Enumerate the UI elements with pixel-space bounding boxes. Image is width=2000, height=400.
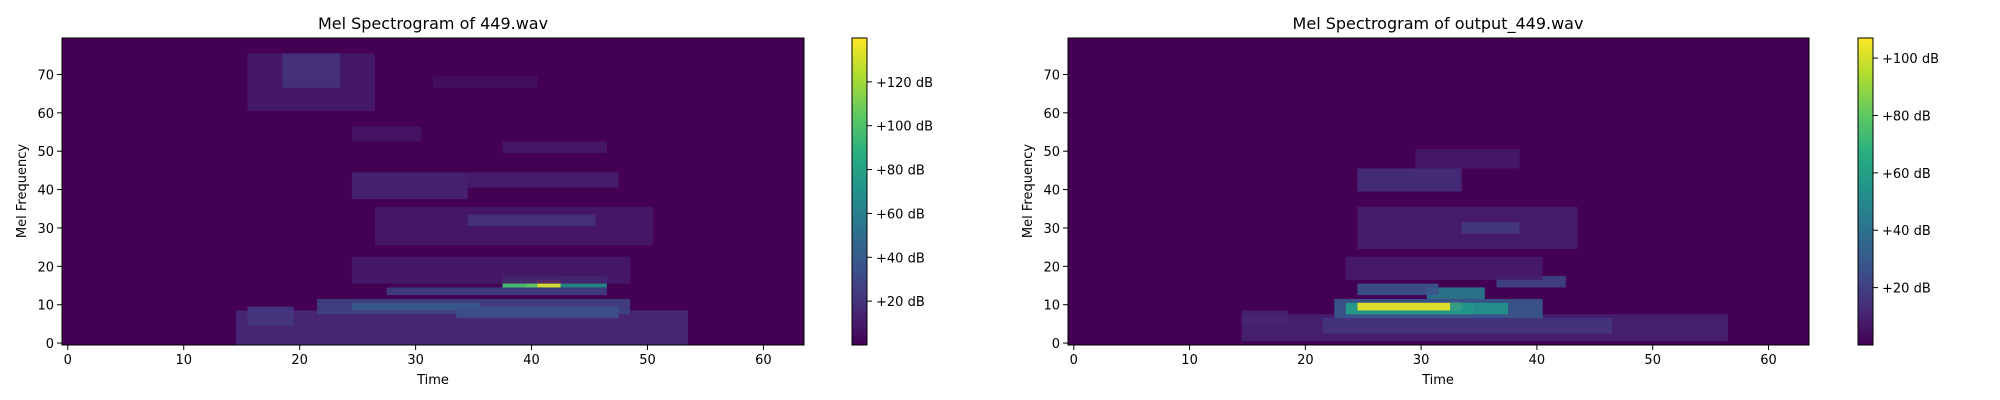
colorbar-tick-label: +100 dB [1882, 52, 1939, 67]
y-tick-label: 50 [37, 145, 54, 160]
chart-title-2: Mel Spectrogram of output_449.wav [1293, 14, 1584, 34]
heatmap-cell [1357, 168, 1462, 192]
x-axis-ticks-1: 0 10 20 30 40 50 60 [64, 345, 772, 368]
colorbar-tick-label: +20 dB [1882, 282, 1931, 297]
x-axis-ticks-2: 0 10 20 30 40 50 60 [1070, 345, 1777, 368]
heatmap-cell [1415, 149, 1520, 169]
heatmap-cell [247, 306, 294, 326]
spectrogram-panel-2: Mel Spectrogram of output_449.wav 0 10 20 3… [1021, 14, 1939, 388]
colorbar-tick-label: +120 dB [876, 76, 933, 91]
heatmap-cell [525, 279, 561, 288]
heatmap-cell [351, 302, 480, 311]
colorbar-tick-label: +40 dB [1882, 224, 1931, 239]
x-tick-label: 50 [639, 353, 656, 368]
plot-frame-1 [61, 37, 805, 346]
heatmap-cell [1241, 310, 1288, 326]
x-tick-label: 10 [1181, 353, 1198, 368]
y-tick-label: 30 [37, 222, 54, 237]
colorbar-1 [851, 37, 868, 346]
x-tick-label: 60 [1760, 353, 1777, 368]
y-tick-label: 20 [1043, 260, 1060, 275]
heatmap-cell [467, 172, 619, 188]
colorbar-tick-label: +100 dB [876, 120, 933, 135]
heatmap-cell [1461, 222, 1520, 234]
heatmap-cell [375, 206, 654, 246]
y-tick-label: 10 [37, 299, 54, 314]
colorbar-tick-label: +40 dB [876, 251, 925, 266]
x-tick-label: 10 [175, 353, 192, 368]
y-axis-label-2: Mel Frequency [1021, 144, 1036, 238]
y-tick-label: 10 [1043, 299, 1060, 314]
y-tick-label: 70 [37, 68, 54, 83]
heatmap-cell [1426, 287, 1485, 299]
heatmap-cell [351, 256, 631, 284]
x-tick-label: 30 [407, 353, 424, 368]
heatmap-cell [502, 279, 538, 288]
colorbar-tick-label: +80 dB [1882, 109, 1931, 124]
heatmap-cell [351, 172, 468, 200]
x-tick-label: 20 [1297, 353, 1314, 368]
x-axis-label-1: Time [416, 373, 449, 388]
y-tick-label: 40 [1043, 184, 1060, 199]
chart-title-1: Mel Spectrogram of 449.wav [318, 14, 548, 33]
y-axis-ticks-2: 0 10 20 30 40 50 60 70 [1043, 68, 1068, 352]
y-tick-label: 70 [1043, 68, 1060, 83]
heatmap-cell [1357, 302, 1462, 311]
heatmap-cell [502, 141, 607, 154]
spectrogram-panel-1: Mel Spectrogram of 449.wav 0 10 20 30 40 50 60… [15, 14, 933, 388]
heatmap-cell [433, 76, 538, 88]
heatmap-cell [467, 214, 596, 227]
y-tick-label: 20 [37, 260, 54, 275]
x-tick-label: 40 [523, 353, 540, 368]
y-tick-label: 30 [1043, 222, 1060, 237]
heatmap-cell [456, 306, 619, 319]
y-tick-label: 0 [1052, 337, 1060, 352]
plot-frame-2 [1067, 37, 1810, 346]
colorbar-ticks-1: +20 dB +40 dB +60 dB +80 dB +100 dB +120 dB [867, 76, 933, 310]
heatmap-cell [386, 287, 607, 296]
heatmap-cells-1 [62, 38, 804, 345]
heatmap-cell [282, 53, 341, 88]
heatmap-cells-2 [1068, 38, 1809, 345]
x-tick-label: 50 [1644, 353, 1661, 368]
colorbar-2 [1857, 37, 1874, 346]
heatmap-cell [1357, 283, 1439, 296]
heatmap-cell [1345, 256, 1543, 280]
y-tick-label: 60 [37, 107, 54, 122]
y-axis-ticks-1: 0 10 20 30 40 50 60 70 [37, 68, 62, 352]
colorbar-tick-label: +60 dB [876, 207, 925, 222]
colorbar-tick-label: +80 dB [876, 164, 925, 179]
colorbar-tick-label: +60 dB [1882, 167, 1931, 182]
colorbar-tick-label: +20 dB [876, 295, 925, 310]
x-axis-label-2: Time [1421, 373, 1454, 388]
y-tick-label: 0 [46, 337, 54, 352]
colorbar-ticks-2: +20 dB +40 dB +60 dB +80 dB +100 dB [1873, 52, 1939, 297]
y-tick-label: 40 [37, 184, 54, 199]
x-tick-label: 0 [1070, 353, 1078, 368]
x-tick-label: 60 [755, 353, 772, 368]
y-tick-label: 60 [1043, 107, 1060, 122]
heatmap-cell [351, 126, 422, 142]
y-axis-label-1: Mel Frequency [15, 144, 30, 238]
x-tick-label: 0 [64, 353, 72, 368]
x-tick-label: 30 [1413, 353, 1430, 368]
x-tick-label: 20 [291, 353, 308, 368]
heatmap-cell [1450, 302, 1508, 315]
heatmap-cell [1496, 275, 1566, 288]
heatmap-cell [1322, 318, 1613, 334]
x-tick-label: 40 [1529, 353, 1546, 368]
y-tick-label: 50 [1043, 145, 1060, 160]
